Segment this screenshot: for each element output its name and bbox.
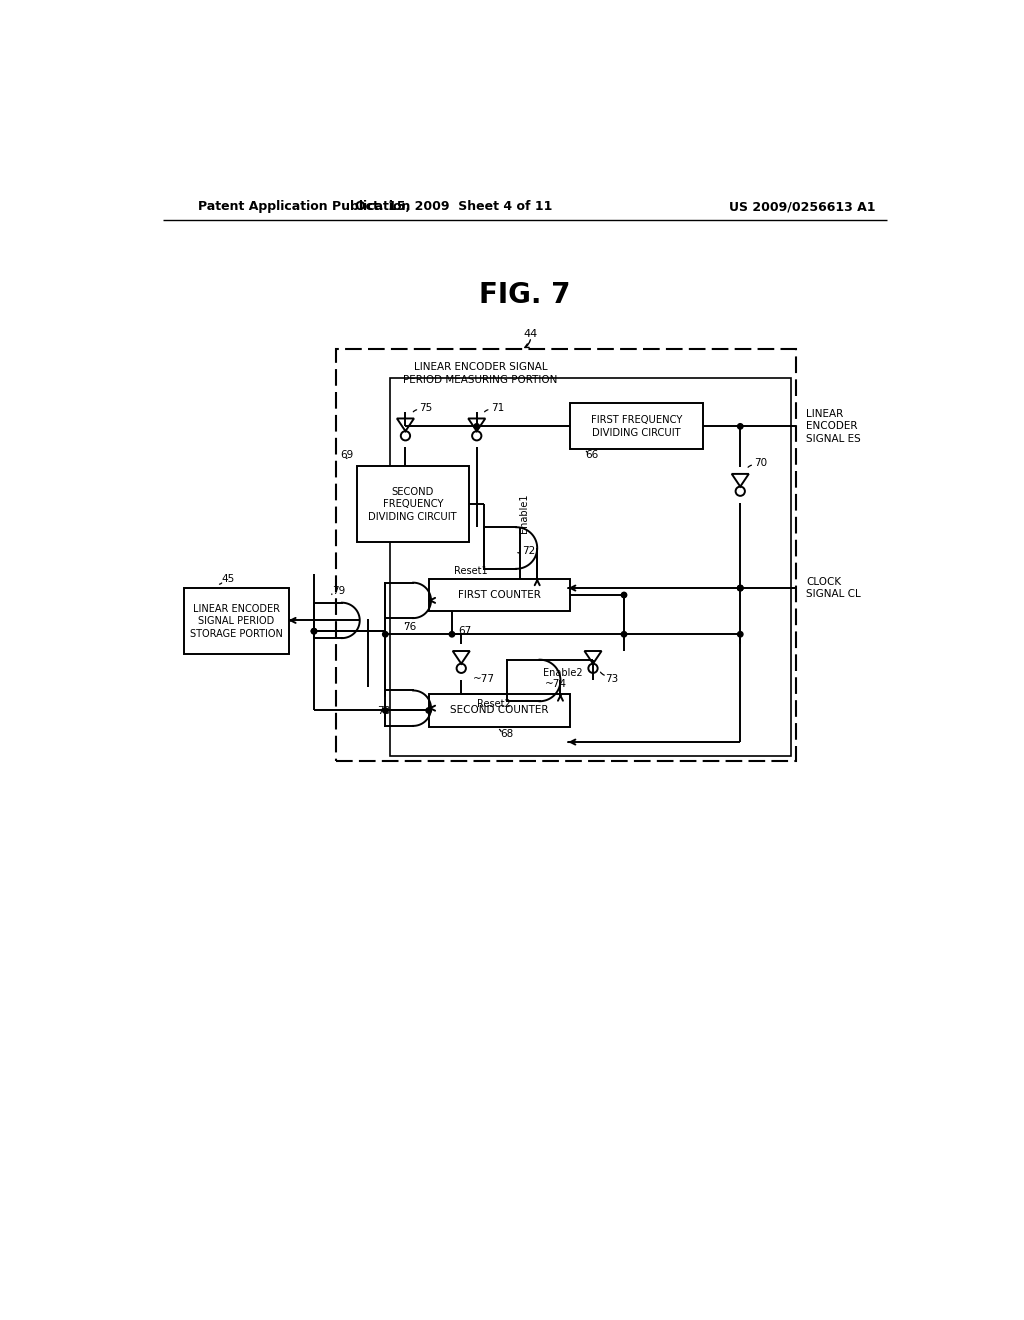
Text: 72: 72 (521, 546, 535, 556)
Text: 76: 76 (403, 622, 417, 631)
Text: 73: 73 (604, 675, 617, 684)
Text: Reset1: Reset1 (454, 566, 487, 576)
Text: LINEAR
ENCODER
SIGNAL ES: LINEAR ENCODER SIGNAL ES (806, 409, 861, 444)
Text: CLOCK
SIGNAL CL: CLOCK SIGNAL CL (806, 577, 861, 599)
Circle shape (474, 424, 479, 429)
Circle shape (383, 631, 388, 638)
Text: LINEAR ENCODER
SIGNAL PERIOD
STORAGE PORTION: LINEAR ENCODER SIGNAL PERIOD STORAGE POR… (190, 603, 283, 639)
Text: 67: 67 (458, 626, 471, 636)
FancyBboxPatch shape (336, 350, 796, 760)
Text: 68: 68 (500, 730, 513, 739)
FancyBboxPatch shape (569, 404, 703, 449)
Text: ~74: ~74 (545, 678, 567, 689)
Circle shape (383, 708, 388, 713)
Text: US 2009/0256613 A1: US 2009/0256613 A1 (729, 201, 876, 214)
Text: 79: 79 (332, 586, 345, 597)
Text: 71: 71 (490, 403, 504, 413)
Text: FIG. 7: FIG. 7 (479, 281, 570, 309)
Circle shape (622, 631, 627, 638)
Circle shape (737, 585, 743, 591)
Text: 45: 45 (221, 574, 234, 583)
Text: Enable1: Enable1 (519, 494, 529, 533)
Circle shape (737, 585, 743, 591)
FancyBboxPatch shape (429, 579, 569, 611)
Circle shape (737, 424, 743, 429)
FancyBboxPatch shape (356, 466, 469, 543)
FancyBboxPatch shape (390, 378, 792, 756)
Text: 44: 44 (524, 329, 539, 339)
FancyBboxPatch shape (429, 694, 569, 726)
Circle shape (737, 631, 743, 638)
Circle shape (311, 628, 316, 634)
Text: 70: 70 (755, 458, 767, 469)
Text: Oct. 15, 2009  Sheet 4 of 11: Oct. 15, 2009 Sheet 4 of 11 (354, 201, 552, 214)
Circle shape (311, 628, 316, 634)
Text: SECOND COUNTER: SECOND COUNTER (450, 705, 549, 715)
Circle shape (737, 585, 743, 591)
Circle shape (622, 593, 627, 598)
FancyBboxPatch shape (183, 589, 289, 655)
Text: 69: 69 (340, 450, 353, 459)
Text: LINEAR ENCODER SIGNAL
PERIOD MEASURING PORTION: LINEAR ENCODER SIGNAL PERIOD MEASURING P… (403, 363, 558, 385)
Circle shape (450, 631, 455, 638)
Text: 78: 78 (378, 706, 391, 717)
Circle shape (426, 708, 431, 713)
Text: FIRST FREQUENCY
DIVIDING CIRCUIT: FIRST FREQUENCY DIVIDING CIRCUIT (591, 416, 682, 437)
Text: Enable2: Enable2 (543, 668, 583, 677)
Text: Reset2: Reset2 (477, 698, 511, 709)
Text: ~77: ~77 (473, 675, 495, 684)
Text: Patent Application Publication: Patent Application Publication (198, 201, 411, 214)
Text: SECOND
FREQUENCY
DIVIDING CIRCUIT: SECOND FREQUENCY DIVIDING CIRCUIT (369, 487, 457, 521)
Text: 75: 75 (420, 403, 433, 413)
Text: 66: 66 (586, 450, 598, 459)
Text: FIRST COUNTER: FIRST COUNTER (458, 590, 541, 601)
